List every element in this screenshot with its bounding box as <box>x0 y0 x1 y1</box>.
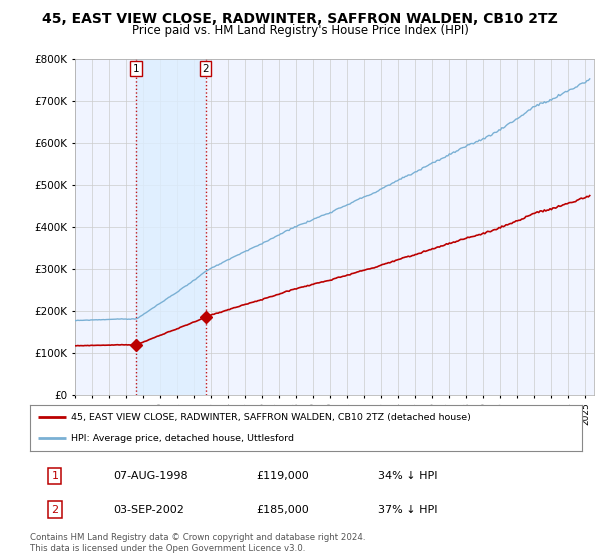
Text: 37% ↓ HPI: 37% ↓ HPI <box>378 505 437 515</box>
Text: HPI: Average price, detached house, Uttlesford: HPI: Average price, detached house, Uttl… <box>71 434 295 443</box>
Text: £119,000: £119,000 <box>256 471 309 481</box>
Bar <box>136 59 206 395</box>
Text: Contains HM Land Registry data © Crown copyright and database right 2024.
This d: Contains HM Land Registry data © Crown c… <box>30 533 365 553</box>
Text: 1: 1 <box>52 471 58 481</box>
Text: 2: 2 <box>202 64 209 74</box>
Text: Price paid vs. HM Land Registry's House Price Index (HPI): Price paid vs. HM Land Registry's House … <box>131 24 469 36</box>
Text: 45, EAST VIEW CLOSE, RADWINTER, SAFFRON WALDEN, CB10 2TZ (detached house): 45, EAST VIEW CLOSE, RADWINTER, SAFFRON … <box>71 413 471 422</box>
Text: 07-AUG-1998: 07-AUG-1998 <box>113 471 187 481</box>
Text: 45, EAST VIEW CLOSE, RADWINTER, SAFFRON WALDEN, CB10 2TZ: 45, EAST VIEW CLOSE, RADWINTER, SAFFRON … <box>42 12 558 26</box>
Text: 03-SEP-2002: 03-SEP-2002 <box>113 505 184 515</box>
Text: £185,000: £185,000 <box>256 505 309 515</box>
Text: 34% ↓ HPI: 34% ↓ HPI <box>378 471 437 481</box>
Text: 1: 1 <box>133 64 139 74</box>
Text: 2: 2 <box>51 505 58 515</box>
